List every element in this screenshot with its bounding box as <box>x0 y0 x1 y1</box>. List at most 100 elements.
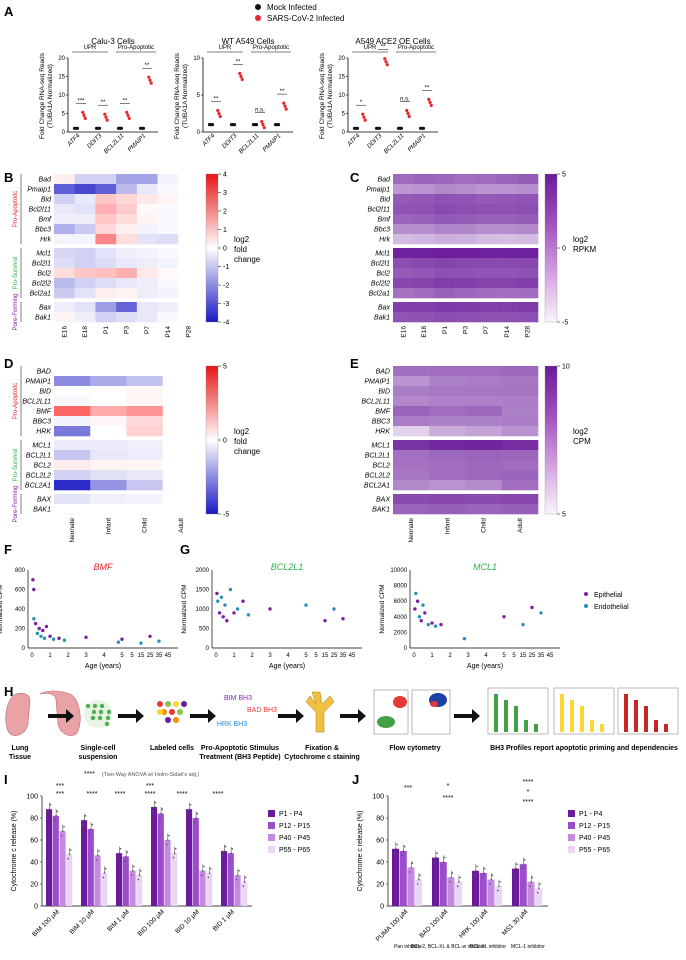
heatmap-b-cell <box>116 312 138 323</box>
endothelial-point <box>39 634 43 638</box>
endothelial-point <box>116 640 121 644</box>
chart-j-point <box>530 881 533 883</box>
endothelial-point <box>246 613 251 617</box>
chart-i-point <box>48 808 51 810</box>
chart-i-bar <box>157 813 164 906</box>
heatmap-c-gene-label: Bcl2l2 <box>371 281 390 288</box>
colorbar-b-tick-label: 0 <box>223 246 227 253</box>
a-gene-label: DDIT3 <box>366 132 384 150</box>
endothelial-point <box>521 622 525 627</box>
scatter-xtick-label: 4 <box>286 653 290 659</box>
chart-i-sig: **** <box>213 791 224 798</box>
chart-i-legend-label: P12 - P15 <box>279 823 310 830</box>
heatmap-b-cell <box>116 184 138 195</box>
colorbar-d-tick-label: -5 <box>223 512 229 519</box>
heatmap-b-col-label: P14 <box>165 326 172 338</box>
chart-j-bar <box>407 867 415 906</box>
chart-j-point <box>442 861 445 863</box>
heatmap-b-cell <box>95 312 117 323</box>
chart-j-sig: *** <box>404 785 412 792</box>
a-sars-point <box>427 97 431 101</box>
scatter-xtick-label: 2 <box>448 653 452 659</box>
scatter-ytick-label: 10000 <box>390 568 407 574</box>
heatmap-b-cell <box>116 248 138 259</box>
chart-j-bar <box>415 879 423 906</box>
a-ylabel-1: Fold Change RNA-seq Reads <box>319 52 326 139</box>
colorbar-b-tick-label: 1 <box>223 227 227 234</box>
heatmap-d-cell <box>162 480 200 491</box>
step-label: Labeled cells <box>150 745 194 752</box>
heatmap-c-cell <box>475 248 497 259</box>
heatmap-c-cell <box>455 184 477 195</box>
scatter-xtick-label: 1 <box>48 653 52 659</box>
a-gene-label: PMAIP1 <box>126 132 147 153</box>
heatmap-e-cell <box>429 440 466 451</box>
heatmap-e-cell <box>393 416 430 427</box>
colorbar-d-label: change <box>234 447 261 456</box>
heatmap-d-cell <box>54 470 91 481</box>
chart-j-sublabel: MCL-1 inhibitor <box>511 944 545 950</box>
chart-j-point <box>450 876 453 879</box>
heatmap-c-cell <box>517 194 539 205</box>
chart-j-ytick-label: 80 <box>376 816 384 823</box>
heatmap-e-cell <box>465 440 503 451</box>
a-ylabel-2: (TUBA1A Normalized) <box>47 64 54 128</box>
epithelial-point <box>84 635 88 639</box>
a-sars-point <box>429 103 433 107</box>
chart-i-cat-label: BID 100 µM <box>137 908 166 937</box>
chart-j-point <box>513 872 516 874</box>
chart-i-point <box>187 812 189 815</box>
chart-j-point <box>433 861 436 863</box>
heatmap-e-cell <box>429 396 466 407</box>
chart-i-point <box>132 870 134 872</box>
heatmap-c-cell <box>413 288 435 299</box>
heatmap-d-cell <box>162 366 200 377</box>
heatmap-b-cell <box>178 204 200 215</box>
heatmap-d-cell <box>54 366 91 377</box>
heatmap-e-cell <box>393 494 430 505</box>
heatmap-b-cell <box>95 278 117 289</box>
chart-j-cat-label: HRK 100 µM <box>458 908 489 939</box>
chart-i-point <box>238 870 240 872</box>
endothelial-point <box>462 636 467 641</box>
flow-arrow-icon <box>454 709 480 723</box>
chart-i-point <box>242 885 245 887</box>
a-sars-point <box>361 112 365 116</box>
scatter-ytick-label: 1500 <box>196 588 210 594</box>
chart-j-point <box>411 862 414 864</box>
a-proapop-label: Pro-Apoptotic <box>253 45 289 51</box>
a-ylabel-2: (TUBA1A Normalized) <box>182 64 189 128</box>
heatmap-c-cell <box>496 302 518 313</box>
heatmap-d-cell <box>90 494 127 505</box>
epithelial-point <box>148 634 152 638</box>
heatmap-b-cell <box>178 288 200 299</box>
heatmap-e-cell <box>465 406 503 417</box>
heatmap-d-cell <box>162 450 200 461</box>
heatmap-d-cell <box>126 366 164 377</box>
colorbar-c-label: RPKM <box>573 245 596 254</box>
scatter-ytick-label: 8000 <box>394 584 408 590</box>
heatmap-b-cell <box>74 184 96 195</box>
heatmap-d-cell <box>90 386 127 397</box>
heatmap-c-cell <box>496 214 518 225</box>
heatmap-c-cell <box>393 302 415 313</box>
chart-j-bar <box>399 851 407 906</box>
heatmap-c-cell <box>455 278 477 289</box>
heatmap-b-col-label: E18 <box>82 326 89 338</box>
heatmap-b-cell <box>116 194 138 205</box>
heatmap-c-cell <box>517 288 539 299</box>
bh3-profile-bar <box>534 724 538 732</box>
heatmap-d-cell <box>126 440 164 451</box>
heatmap-e-gene-label: BCL2L1 <box>365 453 390 460</box>
chart-i-point <box>209 867 212 870</box>
heatmap-c-cell <box>496 268 518 279</box>
a-sars-point <box>147 75 151 79</box>
heatmap-e-gene-label: BAD <box>376 369 390 376</box>
heatmap-e-cell <box>393 480 430 491</box>
heatmap-b-cell <box>74 288 96 299</box>
scatter-xlabel: Age (years) <box>85 663 121 670</box>
heatmap-c-cell <box>517 224 539 235</box>
a-ytick-label: 5 <box>62 112 66 118</box>
